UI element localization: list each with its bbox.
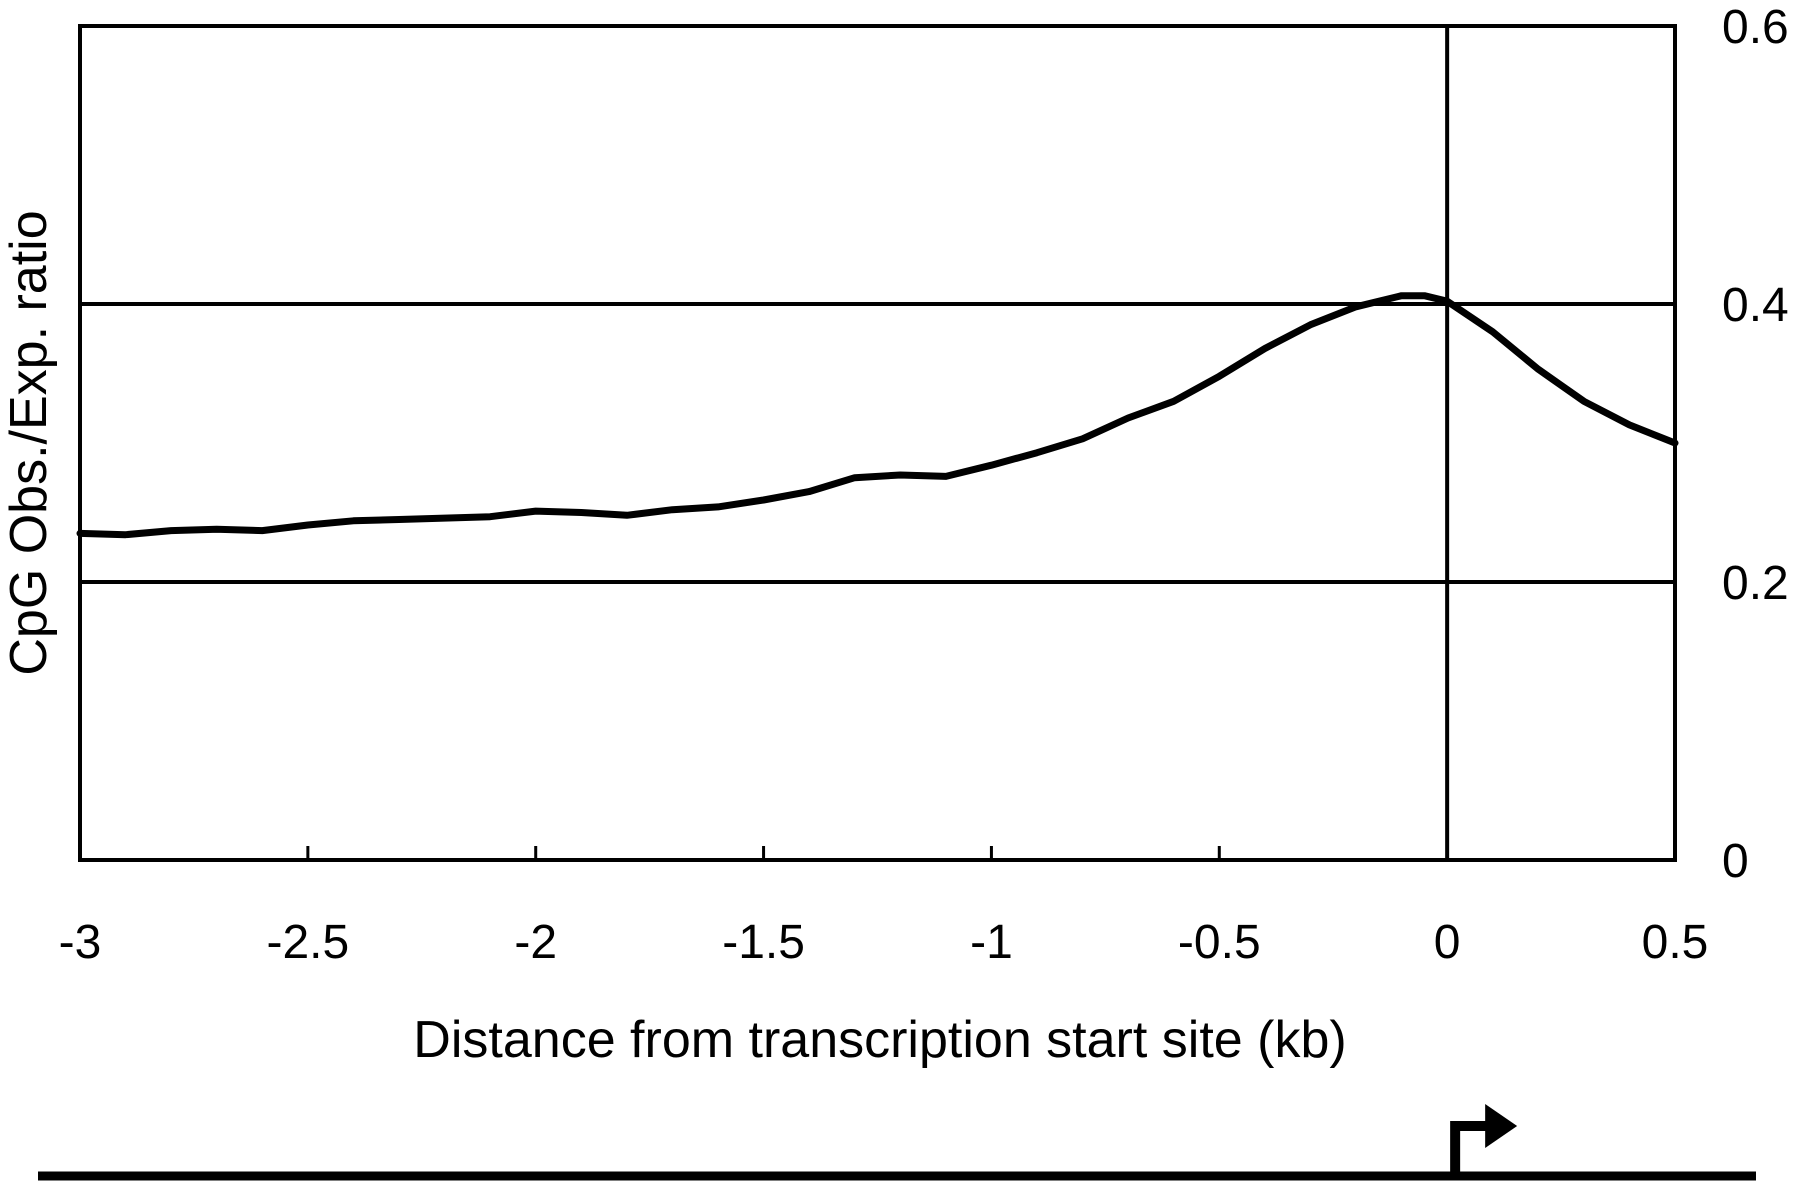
x-tick-label: -3	[59, 916, 102, 969]
x-tick-label: 0	[1434, 916, 1461, 969]
x-tick-label: -0.5	[1178, 916, 1261, 969]
tss-arrow-stem	[1450, 1121, 1492, 1176]
gene-diagram	[38, 1104, 1756, 1181]
x-tick-label: -1	[970, 916, 1013, 969]
y-tick-label: 0.2	[1722, 557, 1789, 610]
x-axis-title: Distance from transcription start site (…	[413, 1011, 1346, 1069]
x-tick-label: -1.5	[722, 916, 805, 969]
x-tick-label: 0.5	[1642, 916, 1709, 969]
x-tick-label: -2.5	[266, 916, 349, 969]
y-tick-label: 0	[1722, 835, 1749, 888]
y-tick-label: 0.4	[1722, 279, 1789, 332]
y-tick-label: 0.6	[1722, 1, 1789, 54]
x-axis-ticks	[78, 846, 1677, 860]
plot-border	[78, 24, 1677, 862]
y-axis-tick-labels: 0 0.2 0.4 0.6	[1722, 1, 1789, 888]
tss-arrow-head	[1485, 1104, 1518, 1148]
series-line	[76, 292, 1679, 539]
series-group	[76, 292, 1679, 539]
x-axis-tick-labels: -3 -2.5 -2 -1.5 -1 -0.5 0 0.5	[59, 916, 1709, 969]
plot-frame	[78, 24, 1677, 862]
gridlines	[80, 26, 1675, 860]
y-axis-title: CpG Obs./Exp. ratio	[0, 210, 58, 675]
x-tick-label: -2	[514, 916, 557, 969]
